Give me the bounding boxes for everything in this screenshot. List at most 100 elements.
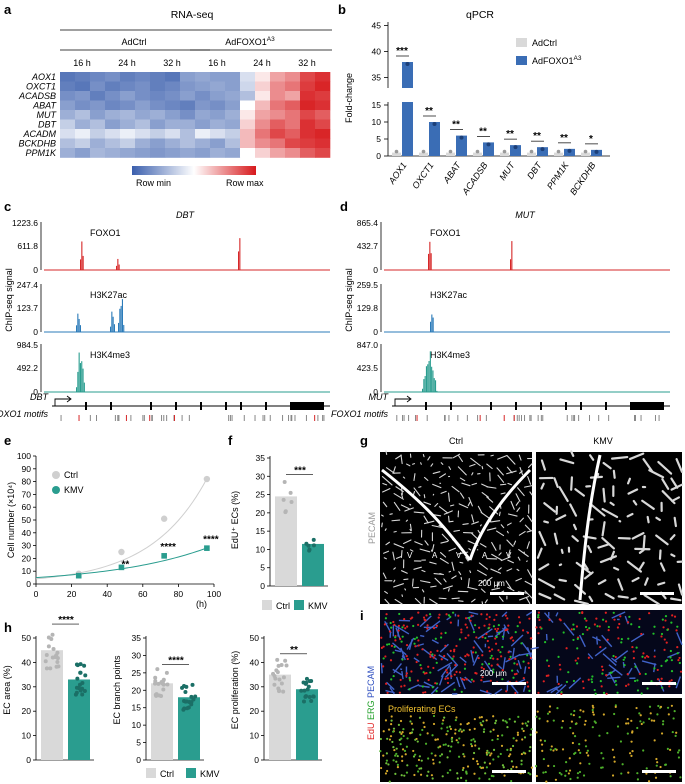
pecam-vessel-ctrl (467, 586, 478, 591)
i-nucleus-ctrl (401, 635, 404, 638)
i-nucleus-ctrl (399, 678, 402, 682)
i-prolif-ctrl (508, 718, 511, 721)
i-prolif-kmv (613, 712, 616, 716)
i-vessel-ctrl (483, 660, 493, 672)
chip-peak-bar (113, 324, 115, 332)
i-nucleus-kmv (664, 615, 668, 618)
i-nucleus-kmv (669, 649, 672, 653)
i-nucleus-ctrl (485, 617, 488, 621)
g-scalebar-ctrl (490, 592, 524, 595)
heatmap-cell (255, 100, 271, 111)
qpcr-bar-ctrl-ACADSB (473, 152, 482, 156)
i-prolif-ctrl (412, 749, 415, 753)
i-prolif-ctrl (418, 767, 421, 770)
i-nucleus-ctrl (516, 663, 519, 666)
i-prolif-ctrl (501, 734, 504, 737)
i-nucleus-ctrl (406, 625, 409, 628)
chip-exon (580, 402, 582, 410)
i-nucleus-kmv (599, 679, 602, 683)
pecam-vessel-kmv (659, 562, 666, 572)
i-nucleus-kmv (653, 667, 656, 670)
i-nucleus-ctrl (478, 626, 481, 629)
i-nucleus-kmv (653, 625, 656, 628)
chip-track-mid: 423.5 (357, 363, 379, 373)
h-plot-2-dot-ctrl (284, 663, 289, 668)
pecam-vessel-ctrl (401, 570, 408, 574)
i-nucleus-kmv (584, 625, 588, 629)
i-nucleus-ctrl (487, 627, 490, 630)
i-nucleus-ctrl (475, 636, 478, 639)
chip-peak-bar (118, 264, 120, 270)
panel-i-micrographs: EdU ERG PECAM 200 μm Proliferating ECs (366, 610, 683, 783)
i-vessel-kmv (614, 650, 629, 661)
i-nucleus-ctrl (474, 671, 477, 675)
h-plot-1-dot-ctrl (165, 682, 170, 687)
pecam-vessel-ctrl (524, 590, 533, 599)
pecam-vessel-ctrl (450, 504, 455, 507)
pecam-large-vessel (578, 454, 602, 601)
i-prolif-ctrl (484, 772, 487, 775)
i-prolif-ctrl (404, 753, 407, 756)
pecam-vessel-ctrl (519, 470, 523, 474)
heatmap-cell (90, 110, 106, 120)
pecam-vessel-ctrl (382, 488, 391, 493)
i-nucleus-kmv (605, 692, 608, 695)
i-prolif-kmv (546, 720, 549, 723)
heatmap-gene-BCKDHB: BCKDHB (18, 139, 56, 149)
growth-xtick-label: 20 (67, 589, 77, 599)
qpcr-ytick-label: 35 (372, 73, 382, 83)
pecam-vessel-ctrl (500, 492, 506, 495)
i-prolif-ctrl (485, 753, 489, 756)
pecam-vessel-ctrl (516, 507, 521, 512)
pecam-vessel-kmv (543, 520, 549, 524)
i-prolif-ctrl (439, 745, 442, 748)
pecam-vessel-ctrl (468, 496, 473, 507)
i-nucleus-ctrl (415, 636, 419, 639)
i-vessel-ctrl (468, 611, 479, 615)
chip-motif-tick (403, 415, 405, 421)
i-prolif-kmv (669, 775, 672, 778)
qpcr-dot-foxo (432, 122, 437, 126)
i-prolif-ctrl (395, 752, 398, 755)
i-prolif-kmv (656, 761, 659, 764)
i-prolif-kmv (579, 709, 582, 712)
i-prolif-ctrl (520, 752, 524, 756)
i-nucleus-kmv (606, 638, 609, 641)
i-vessel-ctrl (526, 630, 528, 633)
chip-track-mid: 611.8 (17, 241, 38, 251)
heatmap-cell (180, 72, 196, 82)
pecam-vessel-ctrl (462, 523, 469, 526)
i-prolif-ctrl (418, 716, 422, 719)
i-vessel-kmv (633, 662, 641, 675)
i-prolif-ctrl (478, 777, 481, 780)
i-nucleus-kmv (586, 628, 589, 631)
i-nucleus-ctrl (404, 627, 407, 630)
chip-exon (540, 402, 542, 410)
i-nucleus-kmv (607, 625, 610, 629)
i-nucleus-kmv (636, 679, 639, 682)
i-nucleus-ctrl (463, 663, 467, 666)
i-prolif-kmv (611, 774, 615, 777)
i-nucleus-ctrl (450, 675, 453, 678)
i-prolif-kmv (554, 778, 558, 781)
i-prolif-ctrl (401, 730, 404, 734)
pecam-vessel-kmv (538, 592, 552, 600)
i-nucleus-ctrl (401, 658, 404, 661)
heatmap-cell (300, 119, 316, 130)
i-nucleus-ctrl (413, 637, 416, 641)
h-plot-2-dot-kmv (304, 676, 309, 681)
pecam-vessel-ctrl (470, 457, 481, 467)
i-nucleus-ctrl (494, 637, 497, 640)
i-nucleus-kmv (604, 611, 607, 614)
i-prolif-kmv (549, 748, 552, 751)
chip-track-zero: 0 (33, 327, 38, 337)
i-prolif-ctrl (462, 752, 465, 756)
pecam-vessel-ctrl (381, 522, 383, 528)
i-prolif-ctrl (450, 745, 453, 748)
i-prolif-kmv (540, 743, 544, 746)
pecam-vessel-ctrl (404, 507, 414, 512)
i-nucleus-ctrl (451, 657, 454, 660)
qpcr-dot-ctrl (421, 149, 426, 154)
i-nucleus-ctrl (403, 684, 406, 687)
h-plot-0-dot-kmv (78, 662, 83, 667)
